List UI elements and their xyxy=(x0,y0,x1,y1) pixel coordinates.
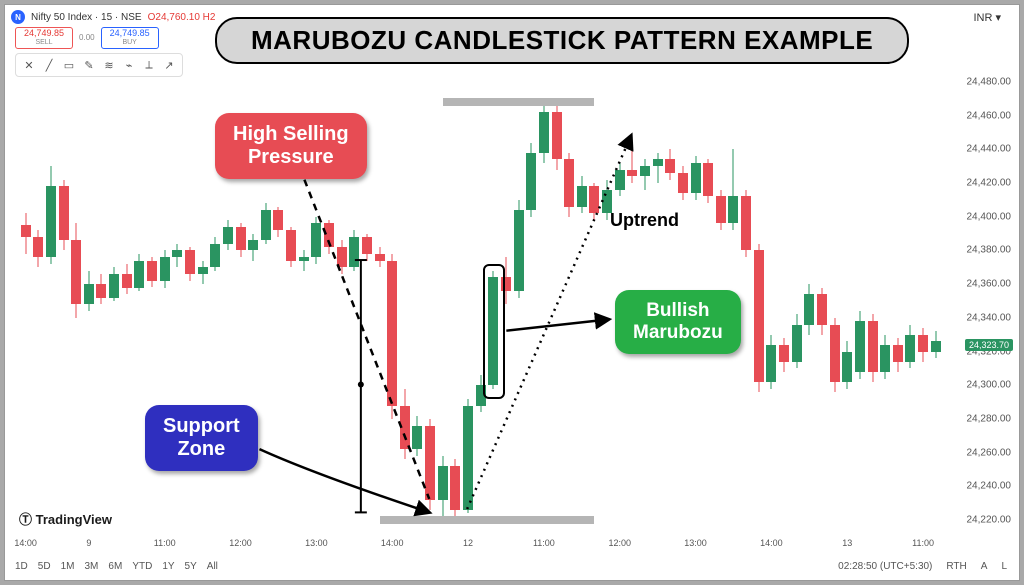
y-tick: 24,340.00 xyxy=(967,312,1012,323)
uptrend-label: Uptrend xyxy=(610,210,679,231)
x-tick: 12:00 xyxy=(608,538,631,548)
y-tick: 24,480.00 xyxy=(967,76,1012,87)
timeframe-button[interactable]: 6M xyxy=(108,561,122,572)
y-tick: 24,280.00 xyxy=(967,414,1012,425)
y-tick: 24,460.00 xyxy=(967,110,1012,121)
symbol-text[interactable]: Nifty 50 Index · 15 · NSE xyxy=(31,12,142,23)
x-tick: 13:00 xyxy=(684,538,707,548)
sell-button[interactable]: 24,749.85 SELL xyxy=(15,27,73,49)
sell-price: 24,749.85 xyxy=(24,28,64,38)
x-tick: 11:00 xyxy=(533,538,555,548)
bullish-marubozu-label: Bullish Marubozu xyxy=(615,290,741,354)
label-line: Pressure xyxy=(233,146,349,169)
page-title: MARUBOZU CANDLESTICK PATTERN EXAMPLE xyxy=(215,17,909,64)
buy-label: BUY xyxy=(110,39,150,47)
y-tick: 24,400.00 xyxy=(967,211,1012,222)
timeframe-bar: 1D 5D 1M 3M 6M YTD 1Y 5Y All xyxy=(15,561,218,572)
y-tick: 24,220.00 xyxy=(967,515,1012,526)
tradingview-logo: Ⓣ TradingView xyxy=(19,509,112,528)
x-tick: 14:00 xyxy=(381,538,404,548)
x-tick: 11:00 xyxy=(912,538,934,548)
buy-button[interactable]: 24,749.85 BUY xyxy=(101,27,159,49)
x-tick: 11:00 xyxy=(154,538,176,548)
timeframe-button[interactable]: 3M xyxy=(85,561,99,572)
price-axis[interactable]: 24,220.00 24,240.00 24,260.00 24,280.00 24,3… xyxy=(961,65,1015,535)
label-line: Marubozu xyxy=(633,322,723,344)
y-tick: 24,440.00 xyxy=(967,144,1012,155)
clock: 02:28:50 (UTC+5:30) xyxy=(838,561,932,572)
x-tick: 14:00 xyxy=(760,538,783,548)
x-tick: 9 xyxy=(86,538,91,548)
symbol-badge: N xyxy=(11,10,25,24)
support-bar xyxy=(380,516,595,524)
bid-ask-box: 24,749.85 SELL 0.00 24,749.85 BUY xyxy=(15,27,159,49)
y-tick: 24,420.00 xyxy=(967,178,1012,189)
marubozu-highlight-box xyxy=(483,264,505,399)
x-tick: 13:00 xyxy=(305,538,328,548)
timeframe-button[interactable]: All xyxy=(207,561,218,572)
adj-toggle[interactable]: A xyxy=(981,561,988,572)
x-tick: 13 xyxy=(842,538,852,548)
y-tick: 24,300.00 xyxy=(967,380,1012,391)
spread: 0.00 xyxy=(79,33,95,42)
timeframe-button[interactable]: 1Y xyxy=(162,561,174,572)
y-tick: 24,380.00 xyxy=(967,245,1012,256)
y-tick: 24,240.00 xyxy=(967,481,1012,492)
y-tick: 24,360.00 xyxy=(967,279,1012,290)
support-zone-label: Support Zone xyxy=(145,405,258,471)
buy-price: 24,749.85 xyxy=(110,28,150,38)
currency-dropdown[interactable]: INR ▾ xyxy=(973,11,1001,24)
timeframe-button[interactable]: 5Y xyxy=(185,561,197,572)
x-tick: 12 xyxy=(463,538,473,548)
sell-label: SELL xyxy=(24,39,64,47)
footer-right: 02:28:50 (UTC+5:30) RTH A L xyxy=(838,561,1007,572)
session-toggle[interactable]: RTH xyxy=(946,561,966,572)
timeframe-button[interactable]: 5D xyxy=(38,561,51,572)
label-line: Bullish xyxy=(633,300,723,322)
time-axis[interactable]: 14:00 9 11:00 12:00 13:00 14:00 12 11:00 12:00 13… xyxy=(13,538,959,552)
selling-pressure-label: High Selling Pressure xyxy=(215,113,367,179)
y-tick: 24,260.00 xyxy=(967,447,1012,458)
resistance-bar xyxy=(443,98,595,106)
label-line: Zone xyxy=(163,438,240,461)
timeframe-button[interactable]: YTD xyxy=(132,561,152,572)
x-tick: 14:00 xyxy=(14,538,37,548)
timeframe-button[interactable]: 1M xyxy=(61,561,75,572)
label-line: High Selling xyxy=(233,123,349,146)
log-toggle[interactable]: L xyxy=(1001,561,1007,572)
timeframe-button[interactable]: 1D xyxy=(15,561,28,572)
chart-container: N Nifty 50 Index · 15 · NSE O24,760.10 H… xyxy=(4,4,1020,581)
last-price-tag: 24,323.70 xyxy=(965,339,1013,351)
ohlc-text: O24,760.10 H2 xyxy=(148,12,216,23)
x-tick: 12:00 xyxy=(229,538,252,548)
label-line: Support xyxy=(163,415,240,438)
